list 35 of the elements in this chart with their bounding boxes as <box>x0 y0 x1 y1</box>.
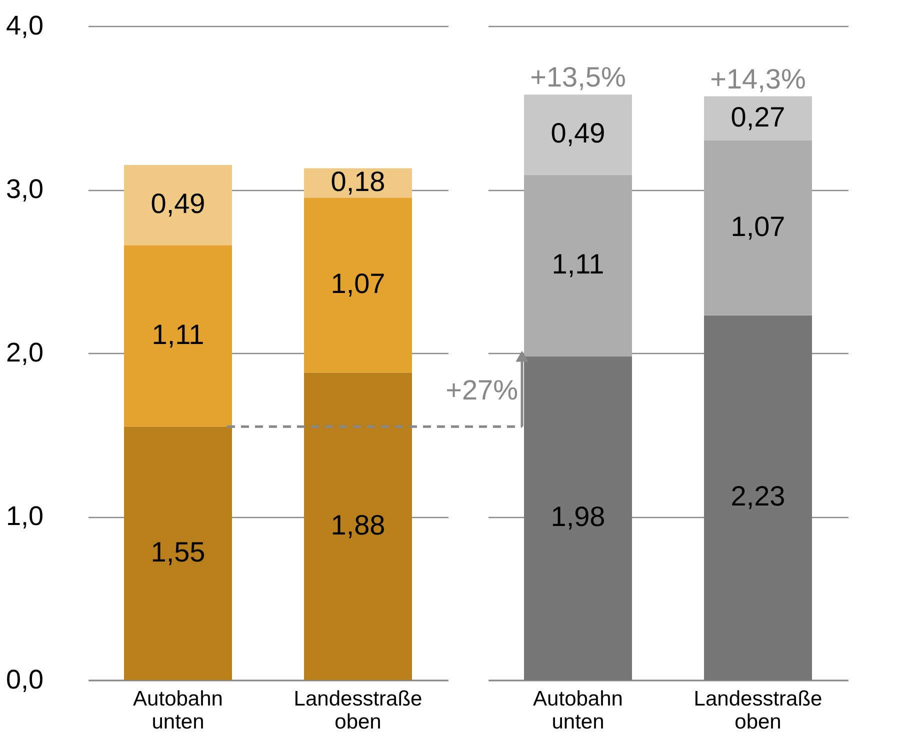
bar <box>124 426 232 680</box>
x-tick-label: Landesstraße oben <box>694 688 822 734</box>
data-label: 0,18 <box>330 166 386 197</box>
bar <box>304 198 412 373</box>
data-label: 1,88 <box>330 509 386 540</box>
data-label: 2,23 <box>730 480 786 512</box>
y-tick-label: 3,0 <box>6 174 44 204</box>
data-label: 1,07 <box>330 268 386 300</box>
bar <box>124 245 232 427</box>
x-tick-label: Autobahn unten <box>533 688 623 734</box>
data-label: 1,98 <box>550 501 606 532</box>
y-tick-label: 4,0 <box>6 10 44 40</box>
y-tick-label: 0,0 <box>6 664 44 694</box>
data-label: 0,27 <box>730 101 786 132</box>
y-tick-label: 1,0 <box>6 501 44 531</box>
bar <box>124 164 232 246</box>
annotation: +27% <box>446 374 518 406</box>
y-tick-label: 2,0 <box>6 338 44 368</box>
data-label: 1,11 <box>152 318 204 350</box>
data-label: 1,55 <box>150 536 206 568</box>
x-tick-label: Landesstraße oben <box>294 688 422 734</box>
bar <box>524 94 632 175</box>
bar <box>524 356 632 680</box>
bar <box>304 372 412 680</box>
data-label: 1,11 <box>552 248 604 280</box>
bar <box>524 174 632 356</box>
data-label: 1,07 <box>730 210 786 242</box>
data-label: 0,49 <box>550 118 606 149</box>
bar <box>704 140 812 316</box>
bar <box>704 315 812 680</box>
annotation: +14,3% <box>710 63 806 94</box>
bar <box>704 96 812 140</box>
annotation: +13,5% <box>530 62 626 93</box>
x-tick-label: Autobahn unten <box>133 688 223 734</box>
data-label: 0,49 <box>150 188 206 220</box>
